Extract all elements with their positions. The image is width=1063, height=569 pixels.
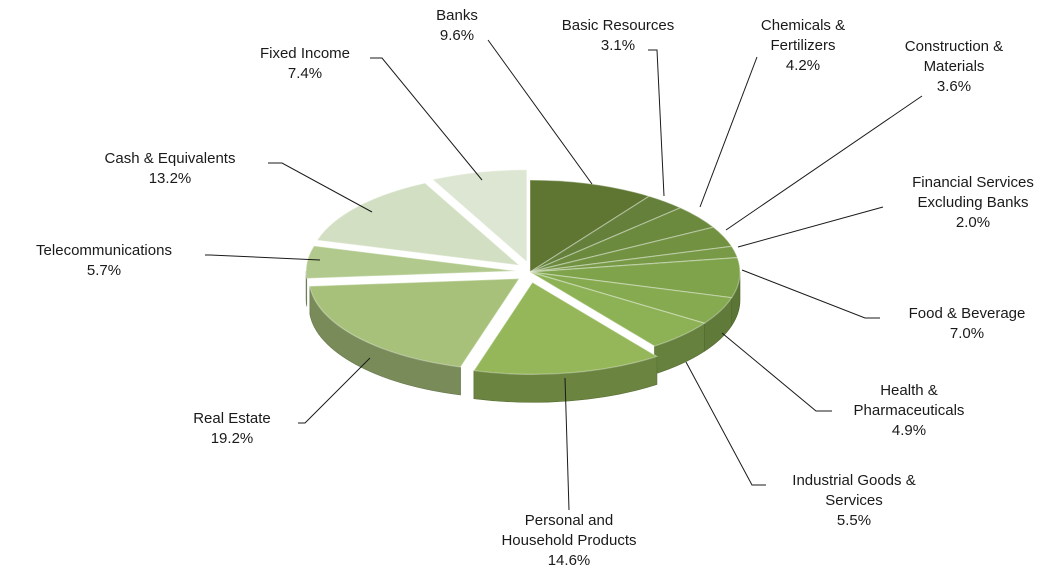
leader-line [721,332,832,412]
slice-percentage: 14.6% [548,552,591,569]
slice-percentage: 3.1% [601,37,635,54]
pie-slices-layer [305,169,741,375]
pie-slice [529,207,715,273]
pie-slice [529,271,733,324]
slice-label: Financial Services Excluding Banks 2.0% [912,174,1034,231]
slice-percentage: 5.7% [87,262,121,279]
slice-category-name: Basic Resources [562,17,675,34]
slice-percentage: 19.2% [211,430,254,447]
leader-line [741,269,880,319]
slice-category-name: Excluding Banks [918,194,1029,211]
slice-label: Personal and Household Products 14.6% [501,512,636,569]
slice-label: Industrial Goods & Services 5.5% [792,472,915,529]
pie-slice [316,182,522,267]
slice-category-name: Services [825,492,883,509]
slice-label: Basic Resources 3.1% [562,17,675,54]
slice-label: Fixed Income 7.4% [260,45,350,82]
slice-category-name: Real Estate [193,410,271,427]
slice-category-name: Banks [436,7,478,24]
slice-label: Chemicals & Fertilizers 4.2% [761,17,845,74]
slice-label: Food & Beverage 7.0% [909,305,1026,342]
slice-percentage: 4.9% [892,422,926,439]
pie-slice [529,245,739,273]
slice-category-name: Fertilizers [770,37,835,54]
slice-category-name: Telecommunications [36,242,172,259]
leader-line [737,206,884,248]
leader-line [699,56,758,208]
slice-category-name: Fixed Income [260,45,350,62]
pie-slice [309,278,521,368]
pie-slice [529,226,733,273]
slice-percentage: 7.0% [950,325,984,342]
leader-line [725,95,923,231]
slice-percentage: 7.4% [288,65,322,82]
slice-label: Real Estate 19.2% [193,410,271,447]
slice-label: Construction & Materials 3.6% [905,38,1003,95]
labels-layer: Banks 9.6% Basic Resources 3.1% Chemicals & F… [36,7,1034,569]
leader-line [205,254,321,261]
leader-line [268,162,373,213]
slice-percentage: 4.2% [786,57,820,74]
slice-label: Health & Pharmaceuticals 4.9% [854,382,965,439]
slice-label: Banks 9.6% [436,7,478,44]
pie-slice [431,169,528,264]
pie-slice [529,179,651,274]
leader-line [487,39,593,185]
slice-category-name: Financial Services [912,174,1034,191]
pie-slice [305,245,517,280]
slice-category-name: Household Products [501,532,636,549]
slice-label: Telecommunications 5.7% [36,242,172,279]
slice-percentage: 3.6% [937,78,971,95]
pie-slice [529,195,682,273]
slice-category-name: Materials [924,58,985,75]
slice-percentage: 9.6% [440,27,474,44]
pie-slice [529,271,706,347]
slice-category-name: Personal and [525,512,613,529]
slice-label: Cash & Equivalents 13.2% [105,150,236,187]
pie-slice [529,256,741,299]
slice-category-name: Health & [880,382,938,399]
slice-category-name: Construction & [905,38,1003,55]
leader-line [564,377,570,511]
slice-percentage: 2.0% [956,214,990,231]
slice-category-name: Chemicals & [761,17,845,34]
slice-category-name: Food & Beverage [909,305,1026,322]
leader-line [685,361,766,486]
slice-percentage: 5.5% [837,512,871,529]
slice-category-name: Pharmaceuticals [854,402,965,419]
slice-percentage: 13.2% [149,170,192,187]
leader-line [648,49,665,197]
leader-line [370,57,483,181]
pie-slice [472,281,659,375]
leader-lines-layer [205,39,923,511]
leader-line [298,357,371,424]
slice-category-name: Industrial Goods & [792,472,915,489]
slice-category-name: Cash & Equivalents [105,150,236,167]
